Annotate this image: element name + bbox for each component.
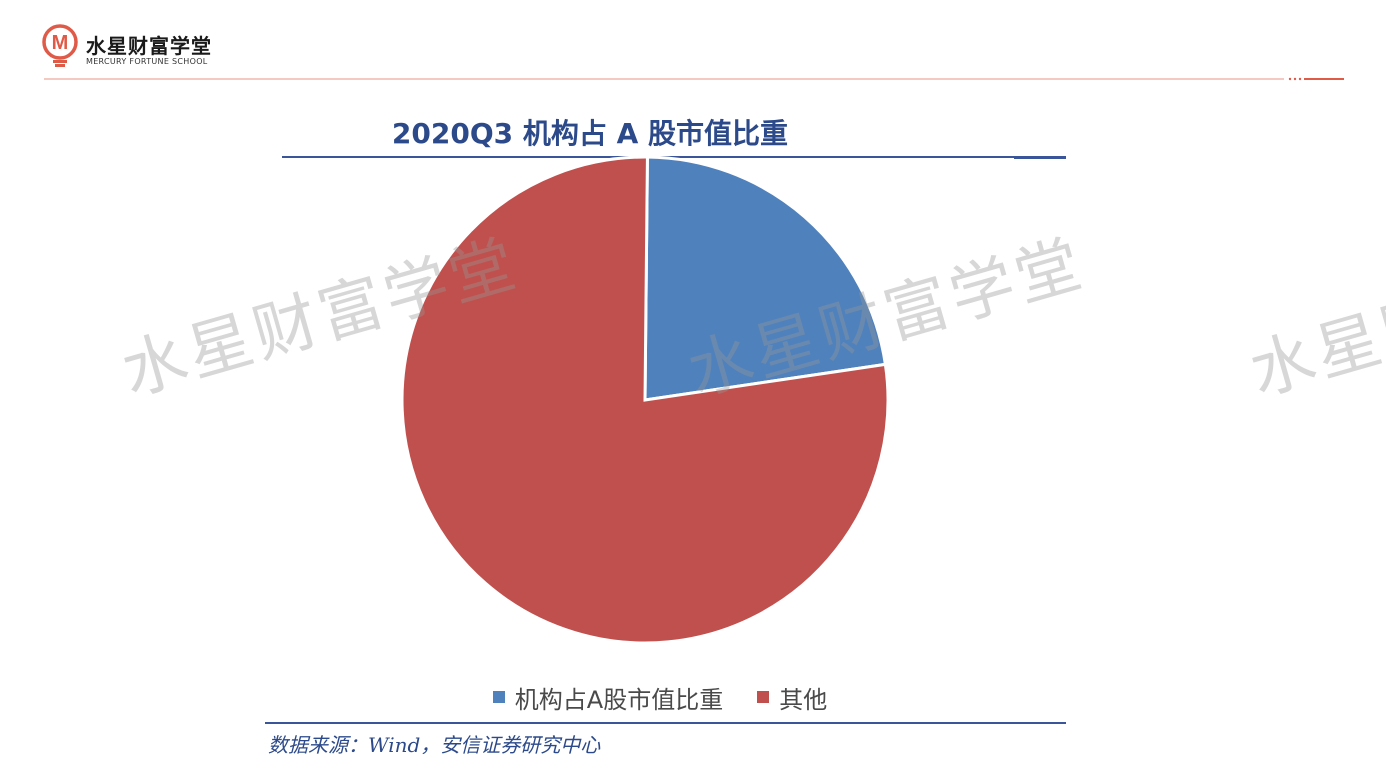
legend-item-other: 其他 — [757, 680, 827, 715]
legend-label-other: 其他 — [779, 685, 828, 714]
source-note: 数据来源：Wind，安信证券研究中心 — [268, 733, 601, 757]
brand-name: 水星财富学堂 — [86, 34, 212, 58]
header-divider — [44, 78, 1284, 80]
legend-label-institution: 机构占A股市值比重 — [514, 685, 724, 714]
header-accent-line — [1304, 78, 1344, 80]
source-divider — [265, 722, 1066, 724]
logo-letter: M — [52, 32, 69, 54]
title-divider — [282, 156, 1066, 158]
title-divider-accent — [1014, 156, 1066, 159]
header-dots-icon — [1288, 77, 1302, 81]
mercury-logo-icon: M — [42, 24, 78, 67]
legend-item-institution: 机构占A股市值比重 — [492, 680, 724, 715]
legend-swatch-institution — [492, 691, 505, 703]
pie-slice-other — [400, 155, 890, 645]
pie-slice-institution — [643, 155, 888, 402]
brand-subtitle: MERCURY FORTUNE SCHOOL — [86, 57, 208, 66]
pie-chart — [400, 155, 890, 645]
watermark: 水星财富学堂 — [1242, 226, 1386, 411]
brand-logo: M 水星财富学堂 MERCURY FORTUNE SCHOOL — [40, 24, 220, 70]
chart-title: 2020Q3 机构占 A 股市值比重 — [391, 117, 789, 150]
chart-legend: 机构占A股市值比重 其他 — [440, 680, 880, 714]
legend-swatch-other — [757, 691, 770, 703]
